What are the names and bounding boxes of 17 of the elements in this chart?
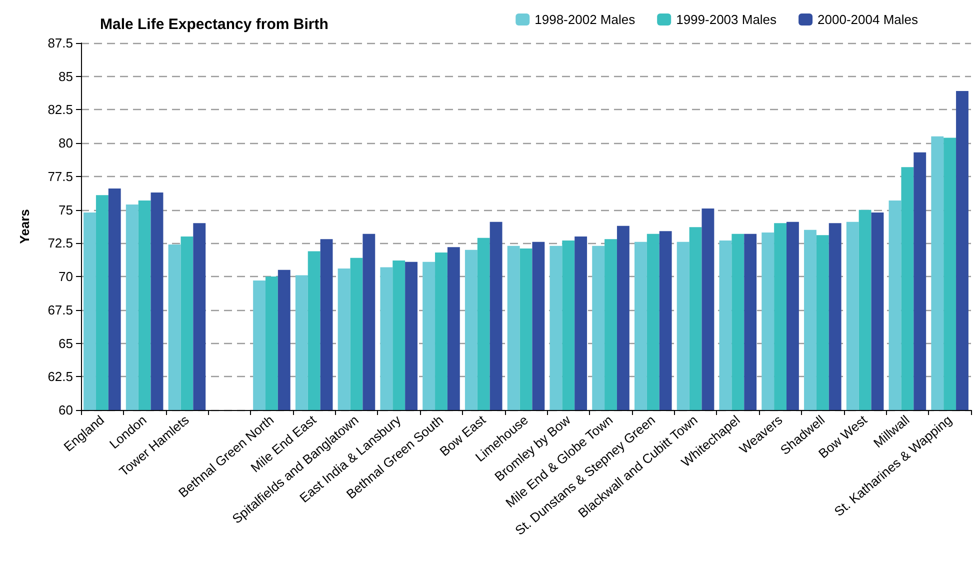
- legend-label: 1998-2002 Males: [534, 12, 636, 27]
- legend-label: 1999-2003 Males: [676, 12, 778, 27]
- y-tick-label: 72.5: [48, 236, 73, 251]
- y-tick-label: 65: [58, 336, 73, 351]
- y-tick-label: 77.5: [48, 168, 73, 184]
- legend-label: 2000-2004 Males: [818, 12, 918, 27]
- y-tick-label: 85: [58, 68, 73, 84]
- y-tick-label: 62.5: [48, 369, 73, 384]
- y-tick-label: 60: [58, 402, 73, 418]
- y-tick-label: 82.5: [48, 102, 73, 118]
- y-tick-label: 75: [58, 202, 73, 218]
- y-tick-label: 67.5: [48, 302, 73, 318]
- chart-title: Male Life Expectancy from Birth: [100, 16, 328, 33]
- y-tick-label: 80: [58, 136, 73, 151]
- y-axis-title: Years: [17, 209, 32, 244]
- y-tick-label: 87.5: [48, 36, 73, 50]
- y-tick-label: 70: [58, 269, 73, 284]
